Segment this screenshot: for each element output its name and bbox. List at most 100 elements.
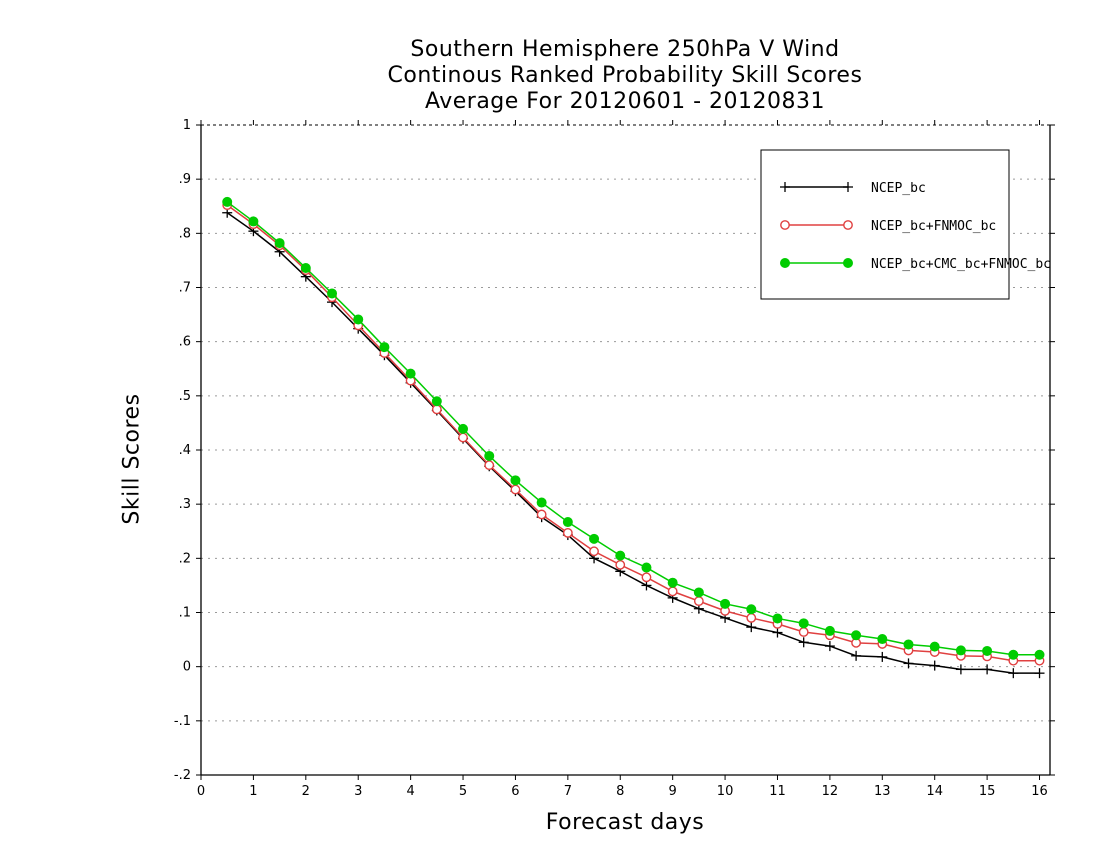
x-tick-label: 5 xyxy=(459,784,467,799)
plus-marker xyxy=(772,627,783,638)
filled-circle-marker xyxy=(720,598,731,609)
x-tick-label: 14 xyxy=(926,784,943,799)
legend-entry: NCEP_bc+CMC_bc+FNMOC_bc xyxy=(780,257,1051,272)
y-tick-label: 0 xyxy=(183,660,191,675)
plus-marker xyxy=(955,664,966,675)
open-circle-marker xyxy=(536,509,547,520)
legend-label: NCEP_bc+FNMOC_bc xyxy=(871,219,996,234)
filled-circle-marker xyxy=(667,577,678,588)
x-tick-label: 1 xyxy=(249,784,257,799)
plus-marker xyxy=(1008,668,1019,679)
open-circle-marker xyxy=(843,220,853,230)
filled-circle-marker xyxy=(929,641,940,652)
x-tick-label: 8 xyxy=(616,784,624,799)
open-circle-marker xyxy=(484,460,495,471)
filled-circle-marker xyxy=(562,517,573,528)
axes: -.2-.10.1.2.3.4.5.6.7.8.910 1 2 3 4 5 6 7 8 9 10 11… xyxy=(174,118,1055,799)
chart-title-line-1: Southern Hemisphere 250hPa V Wind xyxy=(410,37,840,62)
plus-marker xyxy=(929,660,940,671)
x-tick-label: 3 xyxy=(354,784,362,799)
open-circle-marker xyxy=(615,559,626,570)
y-tick-label: .9 xyxy=(179,172,191,187)
filled-circle-marker xyxy=(641,562,652,573)
filled-circle-marker xyxy=(458,423,469,434)
open-circle-marker xyxy=(458,432,468,443)
y-tick-label: .5 xyxy=(179,389,191,404)
y-tick-label: .8 xyxy=(179,226,191,241)
plus-marker xyxy=(780,182,790,192)
y-tick-label: .7 xyxy=(179,281,191,296)
x-tick-label: 6 xyxy=(511,784,519,799)
open-circle-marker xyxy=(780,220,790,230)
y-tick-label: -.2 xyxy=(174,768,191,783)
filled-circle-marker xyxy=(1008,649,1019,660)
y-tick-label: .3 xyxy=(179,497,191,512)
legend-entry: NCEP_bc xyxy=(780,181,926,196)
chart-title-line-2: Continous Ranked Probability Skill Score… xyxy=(387,63,863,88)
legend: NCEP_bc NCEP_bc+FNMOC_bc NCEP_bc+CMC_bc+FN… xyxy=(760,149,1051,300)
x-tick-label: 16 xyxy=(1031,784,1048,799)
open-circle-marker xyxy=(667,586,678,597)
x-tick-label: 2 xyxy=(302,784,310,799)
filled-circle-marker xyxy=(510,475,521,486)
open-circle-marker xyxy=(589,546,599,557)
y-tick-label: .6 xyxy=(179,335,191,350)
x-tick-label: 7 xyxy=(564,784,572,799)
x-tick-label: 11 xyxy=(769,784,786,799)
filled-circle-marker xyxy=(843,258,853,268)
filled-circle-marker xyxy=(877,634,888,645)
filled-circle-marker xyxy=(772,613,783,624)
plus-marker xyxy=(1034,668,1045,679)
filled-circle-marker xyxy=(798,618,809,629)
filled-circle-marker xyxy=(327,288,338,299)
filled-circle-marker xyxy=(903,639,914,650)
y-tick-label: -.1 xyxy=(174,714,191,729)
filled-circle-marker xyxy=(746,604,757,615)
filled-circle-marker xyxy=(379,342,390,353)
filled-circle-marker xyxy=(484,450,495,461)
filled-circle-marker xyxy=(693,587,704,598)
x-tick-label: 9 xyxy=(669,784,677,799)
filled-circle-marker xyxy=(780,258,790,268)
filled-circle-marker xyxy=(824,625,835,636)
x-tick-label: 0 xyxy=(197,784,205,799)
plus-marker xyxy=(746,622,757,633)
y-tick-label: .1 xyxy=(179,606,191,621)
legend-label: NCEP_bc xyxy=(871,181,926,196)
filled-circle-marker xyxy=(222,196,233,207)
filled-circle-marker xyxy=(589,533,600,544)
legend-entry: NCEP_bc+FNMOC_bc xyxy=(780,219,996,234)
legend-label: NCEP_bc+CMC_bc+FNMOC_bc xyxy=(871,257,1051,272)
open-circle-marker xyxy=(693,596,704,607)
filled-circle-marker xyxy=(955,645,966,656)
plus-marker xyxy=(982,664,993,675)
plus-marker xyxy=(851,650,862,661)
plus-marker xyxy=(843,182,853,192)
open-circle-marker xyxy=(798,627,809,637)
filled-circle-marker xyxy=(300,263,311,273)
y-tick-label: 1 xyxy=(183,118,191,133)
plus-marker xyxy=(877,651,888,662)
filled-circle-marker xyxy=(1034,649,1045,660)
plus-marker xyxy=(798,637,809,648)
open-circle-marker xyxy=(562,527,573,538)
open-circle-marker xyxy=(641,572,652,583)
y-tick-label: .2 xyxy=(179,551,191,566)
filled-circle-marker xyxy=(248,216,259,227)
series-3 xyxy=(222,196,1045,660)
plus-marker xyxy=(903,658,914,669)
x-tick-label: 13 xyxy=(874,784,891,799)
plus-marker xyxy=(824,641,835,652)
series-line xyxy=(226,212,1040,674)
filled-circle-marker xyxy=(405,368,416,379)
data-series xyxy=(222,196,1045,679)
x-tick-label: 10 xyxy=(717,784,734,799)
filled-circle-marker xyxy=(353,314,364,325)
open-circle-marker xyxy=(431,404,442,415)
filled-circle-marker xyxy=(274,238,285,249)
x-tick-label: 12 xyxy=(822,784,839,799)
filled-circle-marker xyxy=(851,630,862,641)
open-circle-marker xyxy=(510,484,521,495)
